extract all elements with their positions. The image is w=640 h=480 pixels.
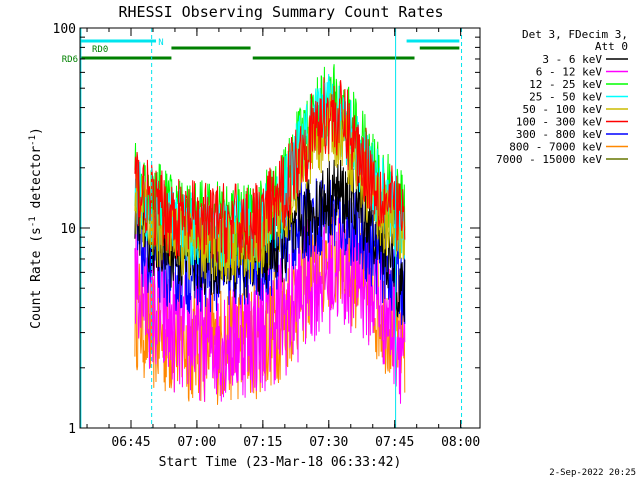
data-series — [134, 64, 406, 405]
y-axis-label-main: Count Rate (s — [29, 227, 44, 329]
x-tick-label: 07:15 — [243, 435, 282, 450]
legend: Det 3, FDecim 3,Att 03 - 6 keV 6 - 12 ke… — [496, 28, 628, 166]
x-tick-label: 08:00 — [441, 435, 480, 450]
status-label-n: N — [158, 38, 163, 48]
x-axis-label: Start Time (23-Mar-18 06:33:42) — [159, 455, 402, 470]
legend-entry-label: 7000 - 15000 keV — [496, 153, 602, 166]
legend-header: Det 3, FDecim 3, — [522, 28, 628, 41]
chart-title: RHESSI Observing Summary Count Rates — [118, 3, 443, 21]
legend-entry-label: 3 - 6 keV — [542, 53, 602, 66]
y-tick-label: 10 — [60, 222, 76, 237]
legend-entry-label: 100 - 300 keV — [516, 116, 602, 129]
legend-entry-label: 6 - 12 keV — [536, 66, 603, 79]
legend-entry-label: 50 - 100 keV — [523, 103, 603, 116]
legend-header: Att 0 — [595, 40, 628, 53]
series-1 — [134, 205, 406, 404]
y-tick-label: 1 — [68, 422, 76, 437]
status-label-rd0: RD0 — [92, 45, 108, 55]
status-label-rd6: RD6 — [62, 55, 78, 65]
x-tick-label: 07:00 — [177, 435, 216, 450]
series-5 — [134, 77, 406, 264]
legend-entry-label: 300 - 800 keV — [516, 128, 602, 141]
status-bars: N RD0 RD6 — [62, 38, 460, 65]
legend-entry-label: 800 - 7000 keV — [509, 141, 602, 154]
footer-date: 2-Sep-2022 20:25 — [549, 468, 636, 478]
y-axis: 1 10 100 — [53, 22, 480, 437]
x-axis: 06:45 07:00 07:15 07:30 07:45 08:00 — [86, 28, 480, 450]
y-axis-label-end: ) — [29, 127, 44, 135]
legend-entry-label: 25 - 50 keV — [529, 91, 602, 104]
x-tick-label: 07:30 — [309, 435, 348, 450]
x-tick-label: 07:45 — [375, 435, 414, 450]
legend-entry-label: 12 - 25 keV — [529, 78, 602, 91]
y-axis-label-sup: -1 — [28, 216, 38, 227]
y-axis-label: Count Rate (s-1 detector-1) — [28, 127, 44, 329]
y-axis-label-tail: detector — [29, 146, 44, 217]
y-axis-label-sup2: -1 — [28, 135, 38, 146]
x-tick-label: 06:45 — [111, 435, 150, 450]
y-tick-label: 100 — [53, 22, 76, 37]
